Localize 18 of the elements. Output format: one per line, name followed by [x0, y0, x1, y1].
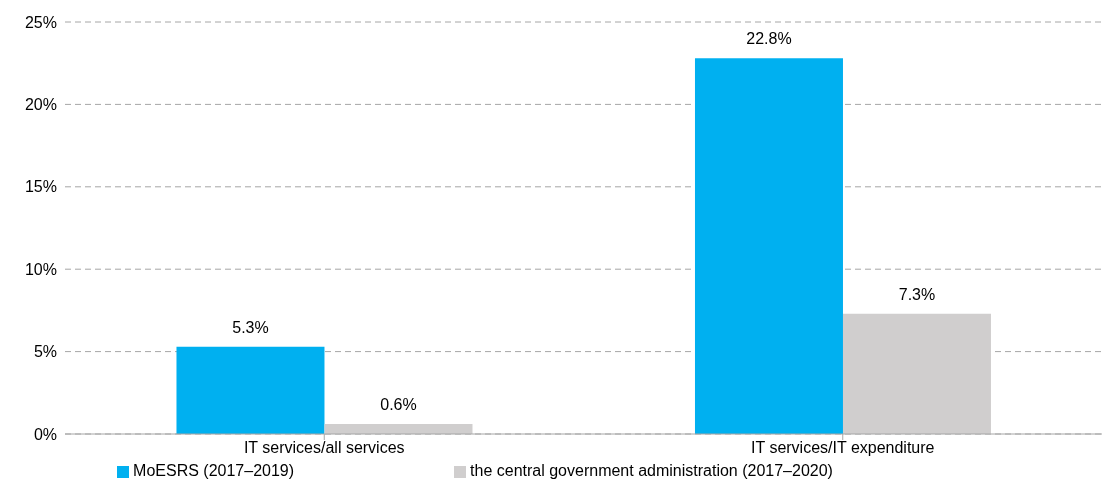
legend-label: the central government administration (2017–2020)	[470, 462, 833, 479]
legend-label: MoESRS (2017–2019)	[133, 462, 295, 479]
bar	[324, 424, 473, 434]
bar	[694, 58, 843, 434]
y-tick-label: 25%	[24, 13, 57, 31]
data-label: 7.3%	[898, 285, 936, 303]
data-label: 22.8%	[746, 30, 792, 48]
bar	[176, 346, 325, 434]
data-label: 5.3%	[232, 318, 269, 336]
y-tick-label: 15%	[24, 178, 57, 196]
y-tick-label: 10%	[24, 260, 57, 278]
y-tick-label: 0%	[33, 425, 57, 443]
y-tick-label: 20%	[24, 96, 57, 114]
data-label: 0.6%	[380, 396, 417, 414]
bar	[842, 313, 991, 434]
y-tick-label: 5%	[33, 343, 57, 361]
x-tick-label: IT services/IT expenditure	[751, 439, 935, 457]
x-tick-label: IT services/all services	[243, 439, 405, 457]
